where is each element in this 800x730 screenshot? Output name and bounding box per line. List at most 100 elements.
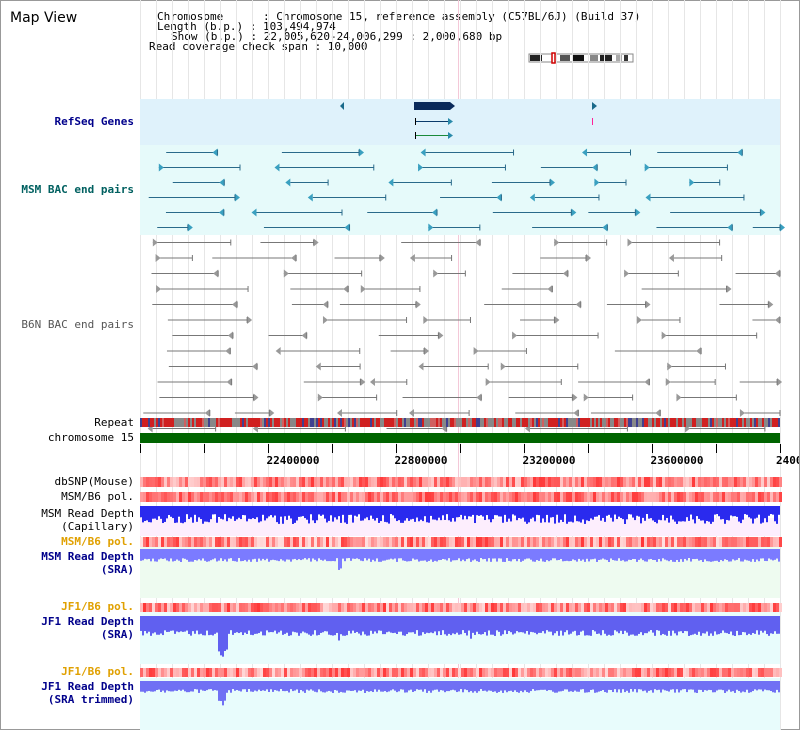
msm-bac-pair xyxy=(251,208,257,217)
gene-feature xyxy=(592,102,597,110)
msm-cap-depth-bar xyxy=(446,506,448,515)
msm-cap-depth-bar xyxy=(370,506,372,516)
msm-pol-heat-cell xyxy=(608,492,611,502)
b6n-bac-pair xyxy=(554,238,560,247)
msm-cap-depth-bar xyxy=(318,506,320,515)
track-label-jf1-b6-pol-1[interactable]: JF1/B6 pol. xyxy=(61,600,134,613)
track-label-msm-b6-pol-1[interactable]: MSM/B6 pol. xyxy=(61,490,134,503)
jf1-pol-heat-cell xyxy=(611,603,614,612)
msm-pol2-heat-cell xyxy=(695,537,698,547)
msm-sra-depth-bar xyxy=(500,549,502,559)
jf1-pol2-heat-cell xyxy=(566,668,569,677)
track-label-dbsnp[interactable]: dbSNP(Mouse) xyxy=(54,475,134,488)
jf1-trim-depth-bar xyxy=(586,681,588,693)
repeat-segment xyxy=(774,418,776,427)
repeat-segment xyxy=(502,418,504,427)
track-label-b6n-bac[interactable]: B6N BAC end pairs xyxy=(21,318,134,331)
track-label-jf1-depth-trim[interactable]: JF1 Read Depth xyxy=(41,680,134,693)
msm-sra-depth-bar xyxy=(604,549,606,560)
dbsnp-heat-cell xyxy=(404,477,407,487)
msm-pol-heat-cell xyxy=(302,492,305,502)
jf1-pol2-heat-cell xyxy=(476,668,479,677)
track-label-msm-depth-cap[interactable]: MSM Read Depth xyxy=(41,507,134,520)
msm-sra-depth-bar xyxy=(234,549,236,562)
jf1-pol-heat-cell xyxy=(728,603,731,612)
jf1-sra-depth-bar xyxy=(154,616,156,633)
jf1-trim-depth-bar xyxy=(576,681,578,692)
jf1-pol2-heat-cell xyxy=(179,668,182,677)
msm-sra-depth-bar xyxy=(568,549,570,562)
jf1-pol2-heat-cell xyxy=(362,668,365,677)
jf1-trim-depth-bar xyxy=(394,681,396,691)
repeat-segment xyxy=(344,418,346,427)
msm-cap-depth-bar xyxy=(608,506,610,515)
jf1-pol-heat-cell xyxy=(326,603,329,612)
jf1-trim-depth-bar xyxy=(744,681,746,693)
msm-sra-depth-bar xyxy=(160,549,162,559)
msm-cap-depth-bar xyxy=(286,506,288,520)
jf1-trim-depth-bar xyxy=(268,681,270,692)
track-label-jf1-b6-pol-2[interactable]: JF1/B6 pol. xyxy=(61,665,134,678)
msm-sra-depth-bar xyxy=(674,549,676,562)
jf1-sra-depth-bar xyxy=(442,616,444,631)
jf1-sra-depth-bar xyxy=(574,616,576,631)
jf1-pol2-heat-cell xyxy=(161,668,164,677)
jf1-trim-depth-bar xyxy=(526,681,528,693)
msm-pol-heat-cell xyxy=(428,492,431,502)
jf1-sra-depth-bar xyxy=(352,616,354,631)
jf1-sra-depth-bar xyxy=(396,616,398,635)
msm-pol-heat-cell xyxy=(455,492,458,502)
dbsnp-heat-cell xyxy=(479,477,482,487)
msm-pol2-heat-cell xyxy=(692,537,695,547)
jf1-pol-heat-cell xyxy=(149,603,152,612)
msm-pol2-heat-cell xyxy=(569,537,572,547)
msm-pol-heat-cell xyxy=(557,492,560,502)
track-label-jf1-depth-sra[interactable]: JF1 Read Depth xyxy=(41,615,134,628)
jf1-trim-depth-bar xyxy=(518,681,520,693)
msm-cap-depth-bar xyxy=(750,506,752,519)
jf1-trim-depth-bar xyxy=(188,681,190,693)
repeat-segment xyxy=(142,418,144,427)
jf1-trim-depth-bar xyxy=(214,681,216,691)
msm-pol2-heat-cell xyxy=(422,537,425,547)
msm-pol2-heat-cell xyxy=(392,537,395,547)
chromosome-ideogram-icon[interactable] xyxy=(528,52,634,64)
repeat-segment xyxy=(400,418,402,427)
jf1-pol-heat-cell xyxy=(719,603,722,612)
msm-pol2-heat-cell xyxy=(215,537,218,547)
msm-bac-pair xyxy=(529,193,535,202)
repeat-segment xyxy=(248,418,250,427)
track-label-msm-depth-sra[interactable]: MSM Read Depth xyxy=(41,550,134,563)
msm-sra-depth-bar xyxy=(624,549,626,562)
msm-pol-heat-cell xyxy=(314,492,317,502)
jf1-pol-heat-cell xyxy=(680,603,683,612)
msm-pol2-heat-cell xyxy=(584,537,587,547)
jf1-pol2-heat-cell xyxy=(203,668,206,677)
jf1-sra-depth-bar xyxy=(630,616,632,635)
msm-pol2-heat-cell xyxy=(491,537,494,547)
msm-pol2-heat-cell xyxy=(239,537,242,547)
msm-pol-heat-cell xyxy=(482,492,485,502)
msm-pol2-heat-cell xyxy=(461,537,464,547)
track-label-msm-bac[interactable]: MSM BAC end pairs xyxy=(21,183,134,196)
jf1-sra-depth-bar xyxy=(184,616,186,632)
track-label-refseq[interactable]: RefSeq Genes xyxy=(54,115,134,128)
track-label-msm-b6-pol-2[interactable]: MSM/B6 pol. xyxy=(61,535,134,548)
msm-sra-depth-bar xyxy=(752,549,754,560)
dbsnp-heat-cell xyxy=(323,477,326,487)
repeat-segment xyxy=(216,418,218,427)
repeat-segment xyxy=(512,418,514,427)
jf1-trim-depth-bar xyxy=(560,681,562,692)
msm-pol-heat-cell xyxy=(179,492,182,502)
jf1-sra-depth-bar xyxy=(180,616,182,632)
repeat-segment xyxy=(604,418,606,427)
repeat-segment xyxy=(182,418,184,427)
dbsnp-heat-cell xyxy=(446,477,449,487)
jf1-pol2-heat-cell xyxy=(689,668,692,677)
b6n-bac-pair xyxy=(636,316,642,324)
msm-cap-depth-bar xyxy=(642,506,644,518)
msm-pol2-heat-cell xyxy=(161,537,164,547)
jf1-sra-depth-bar xyxy=(756,616,758,631)
repeat-segment xyxy=(194,418,196,427)
